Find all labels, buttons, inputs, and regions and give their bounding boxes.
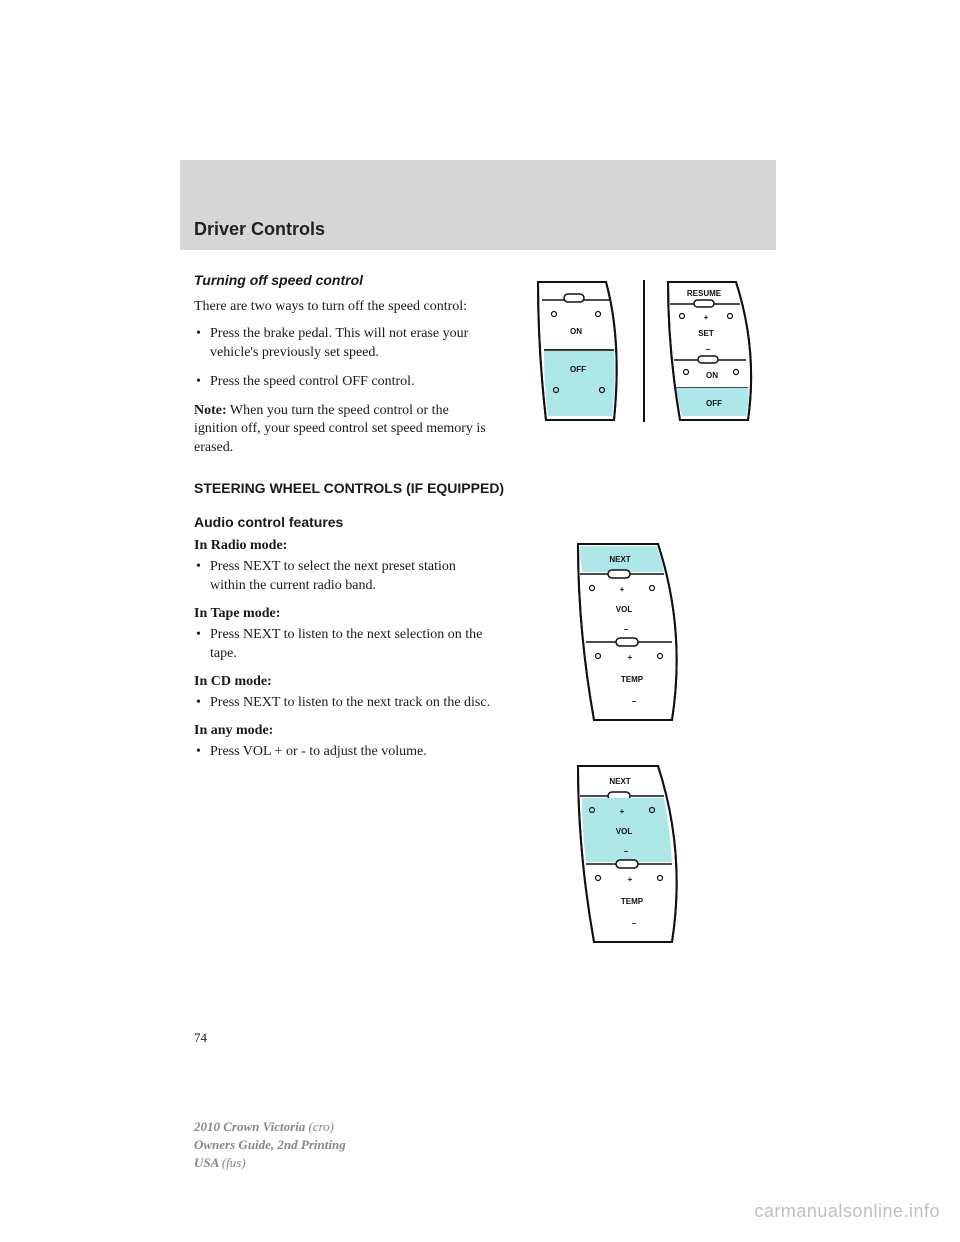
page-content: Driver Controls Turning off speed contro…: [180, 160, 776, 772]
rocker-icon: [698, 356, 718, 363]
footer-block: 2010 Crown Victoria (cro) Owners Guide, …: [194, 1118, 346, 1173]
note-label: Note:: [194, 403, 227, 418]
footer-region-code: (fus): [222, 1155, 246, 1170]
radio-mode-head: In Radio mode:: [194, 538, 494, 554]
left-column-2: In Radio mode: Press NEXT to select the …: [194, 538, 494, 761]
note-text: When you turn the speed control or the i…: [194, 403, 486, 456]
vol-label: VOL: [616, 605, 633, 614]
footer-region-name: USA: [194, 1155, 219, 1170]
tape-mode-head: In Tape mode:: [194, 606, 494, 622]
pod-svg: NEXT + VOL − + TEMP −: [574, 540, 694, 730]
rocker-icon: [616, 638, 638, 646]
left-column-1: Press the brake pedal. This will not era…: [194, 325, 494, 458]
rocker-icon: [616, 860, 638, 868]
plus-label: +: [620, 585, 625, 594]
off-label: OFF: [570, 365, 586, 374]
page-number: 74: [194, 1030, 207, 1046]
bullet-item: Press the brake pedal. This will not era…: [194, 325, 494, 363]
pod-svg: NEXT + VOL − + TEMP −: [574, 762, 694, 952]
minus2-label: −: [632, 919, 637, 928]
footer-guide: Owners Guide, 2nd Printing: [194, 1136, 346, 1154]
off-highlight: [544, 350, 615, 416]
off-label: OFF: [706, 399, 722, 408]
set-label: SET: [698, 329, 714, 338]
audio-section: Audio control features In Radio mode: Pr…: [194, 514, 762, 761]
radio-bullets: Press NEXT to select the next preset sta…: [194, 558, 494, 596]
cd-bullets: Press NEXT to listen to the next track o…: [194, 694, 494, 713]
any-mode-head: In any mode:: [194, 723, 494, 739]
bullet-item: Press the speed control OFF control.: [194, 373, 494, 392]
note-paragraph: Note: When you turn the speed control or…: [194, 402, 494, 459]
rocker-icon: [694, 300, 714, 307]
speed-bullets: Press the brake pedal. This will not era…: [194, 325, 494, 392]
bullet-item: Press NEXT to select the next preset sta…: [194, 558, 494, 596]
plus2-label: +: [628, 875, 633, 884]
watermark-text: carmanualsonline.info: [754, 1201, 940, 1222]
footer-model-code: (cro): [309, 1119, 335, 1134]
on-label: ON: [706, 371, 718, 380]
footer-model-name: 2010 Crown Victoria: [194, 1119, 305, 1134]
plus-label: +: [620, 807, 625, 816]
resume-label: RESUME: [687, 289, 722, 298]
speed-control-diagram: ON OFF: [526, 272, 766, 432]
rocker-icon: [564, 294, 584, 302]
rocker-icon: [608, 570, 630, 578]
audio-subhead: Audio control features: [194, 514, 762, 530]
bullet-item: Press NEXT to listen to the next selecti…: [194, 626, 494, 664]
minus-label: −: [624, 625, 629, 634]
audio-pod-next: NEXT + VOL − + TEMP −: [574, 540, 694, 730]
footer-region: USA (fus): [194, 1154, 346, 1172]
footer-model: 2010 Crown Victoria (cro): [194, 1118, 346, 1136]
content-body: Turning off speed control There are two …: [180, 272, 776, 762]
temp-label: TEMP: [621, 675, 644, 684]
cd-mode-head: In CD mode:: [194, 674, 494, 690]
minus-label: −: [624, 847, 629, 856]
plus2-label: +: [628, 653, 633, 662]
pod-svg: ON OFF: [526, 272, 766, 432]
minus2-label: −: [632, 697, 637, 706]
bullet-item: Press VOL + or - to adjust the volume.: [194, 743, 494, 762]
section-header-bar: Driver Controls: [180, 160, 776, 250]
vol-label: VOL: [616, 827, 633, 836]
any-bullets: Press VOL + or - to adjust the volume.: [194, 743, 494, 762]
next-label: NEXT: [609, 555, 630, 564]
temp-label: TEMP: [621, 897, 644, 906]
bullet-item: Press NEXT to listen to the next track o…: [194, 694, 494, 713]
steering-section-head: STEERING WHEEL CONTROLS (IF EQUIPPED): [194, 480, 762, 496]
next-label: NEXT: [609, 777, 630, 786]
minus-label: −: [706, 345, 711, 354]
plus-label: +: [704, 313, 709, 322]
audio-pod-vol: NEXT + VOL − + TEMP −: [574, 762, 694, 952]
speed-control-section: Turning off speed control There are two …: [194, 272, 762, 458]
section-title: Driver Controls: [194, 219, 325, 240]
tape-bullets: Press NEXT to listen to the next selecti…: [194, 626, 494, 664]
on-label: ON: [570, 327, 582, 336]
